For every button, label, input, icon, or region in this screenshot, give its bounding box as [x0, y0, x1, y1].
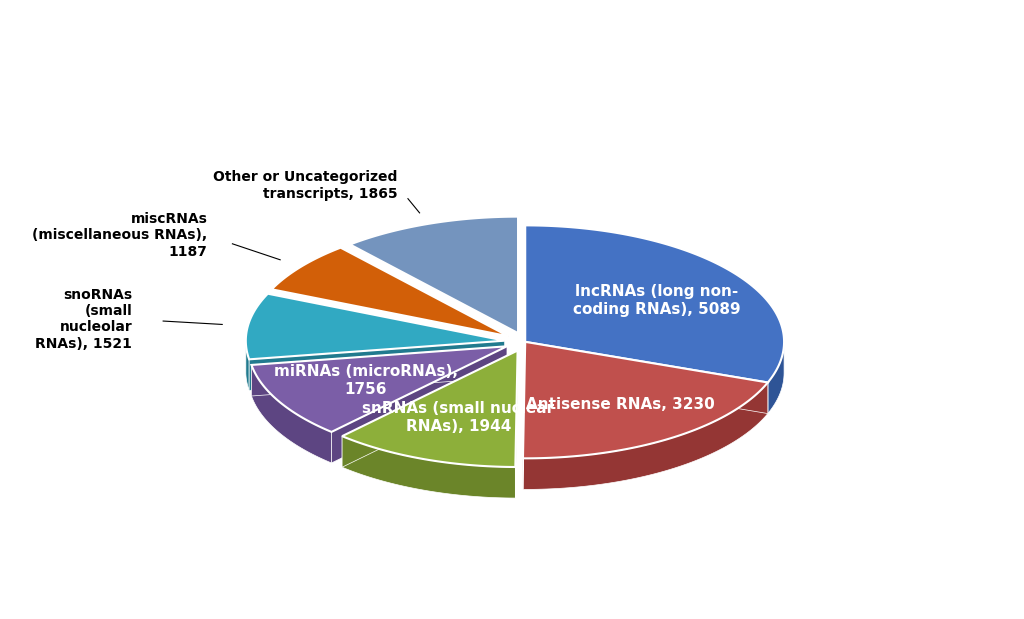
Text: snRNAs (small nuclear
RNAs), 1944: snRNAs (small nuclear RNAs), 1944	[362, 402, 555, 434]
Polygon shape	[249, 340, 505, 391]
Polygon shape	[342, 350, 517, 467]
Polygon shape	[525, 342, 768, 413]
Polygon shape	[271, 248, 509, 336]
Text: Other or Uncategorized
transcripts, 1865: Other or Uncategorized transcripts, 1865	[213, 170, 397, 201]
Polygon shape	[523, 342, 525, 490]
Polygon shape	[342, 350, 517, 467]
Polygon shape	[525, 342, 768, 413]
Polygon shape	[252, 346, 507, 432]
Text: lncRNAs (long non-
coding RNAs), 5089: lncRNAs (long non- coding RNAs), 5089	[573, 285, 740, 317]
Text: miRNAs (microRNAs),
1756: miRNAs (microRNAs), 1756	[273, 364, 458, 397]
Text: miscRNAs
(miscellaneous RNAs),
1187: miscRNAs (miscellaneous RNAs), 1187	[33, 212, 208, 259]
Polygon shape	[523, 383, 768, 490]
Polygon shape	[350, 217, 518, 333]
Polygon shape	[252, 365, 332, 463]
Polygon shape	[246, 293, 505, 360]
Polygon shape	[523, 342, 768, 458]
Polygon shape	[515, 350, 517, 498]
Polygon shape	[252, 346, 507, 396]
Polygon shape	[525, 225, 784, 383]
Polygon shape	[342, 436, 515, 498]
Polygon shape	[246, 343, 249, 391]
Text: snoRNAs
(small
nucleolar
RNAs), 1521: snoRNAs (small nucleolar RNAs), 1521	[36, 288, 132, 350]
Polygon shape	[768, 342, 784, 413]
Polygon shape	[332, 346, 507, 463]
Text: Antisense RNAs, 3230: Antisense RNAs, 3230	[526, 397, 715, 412]
